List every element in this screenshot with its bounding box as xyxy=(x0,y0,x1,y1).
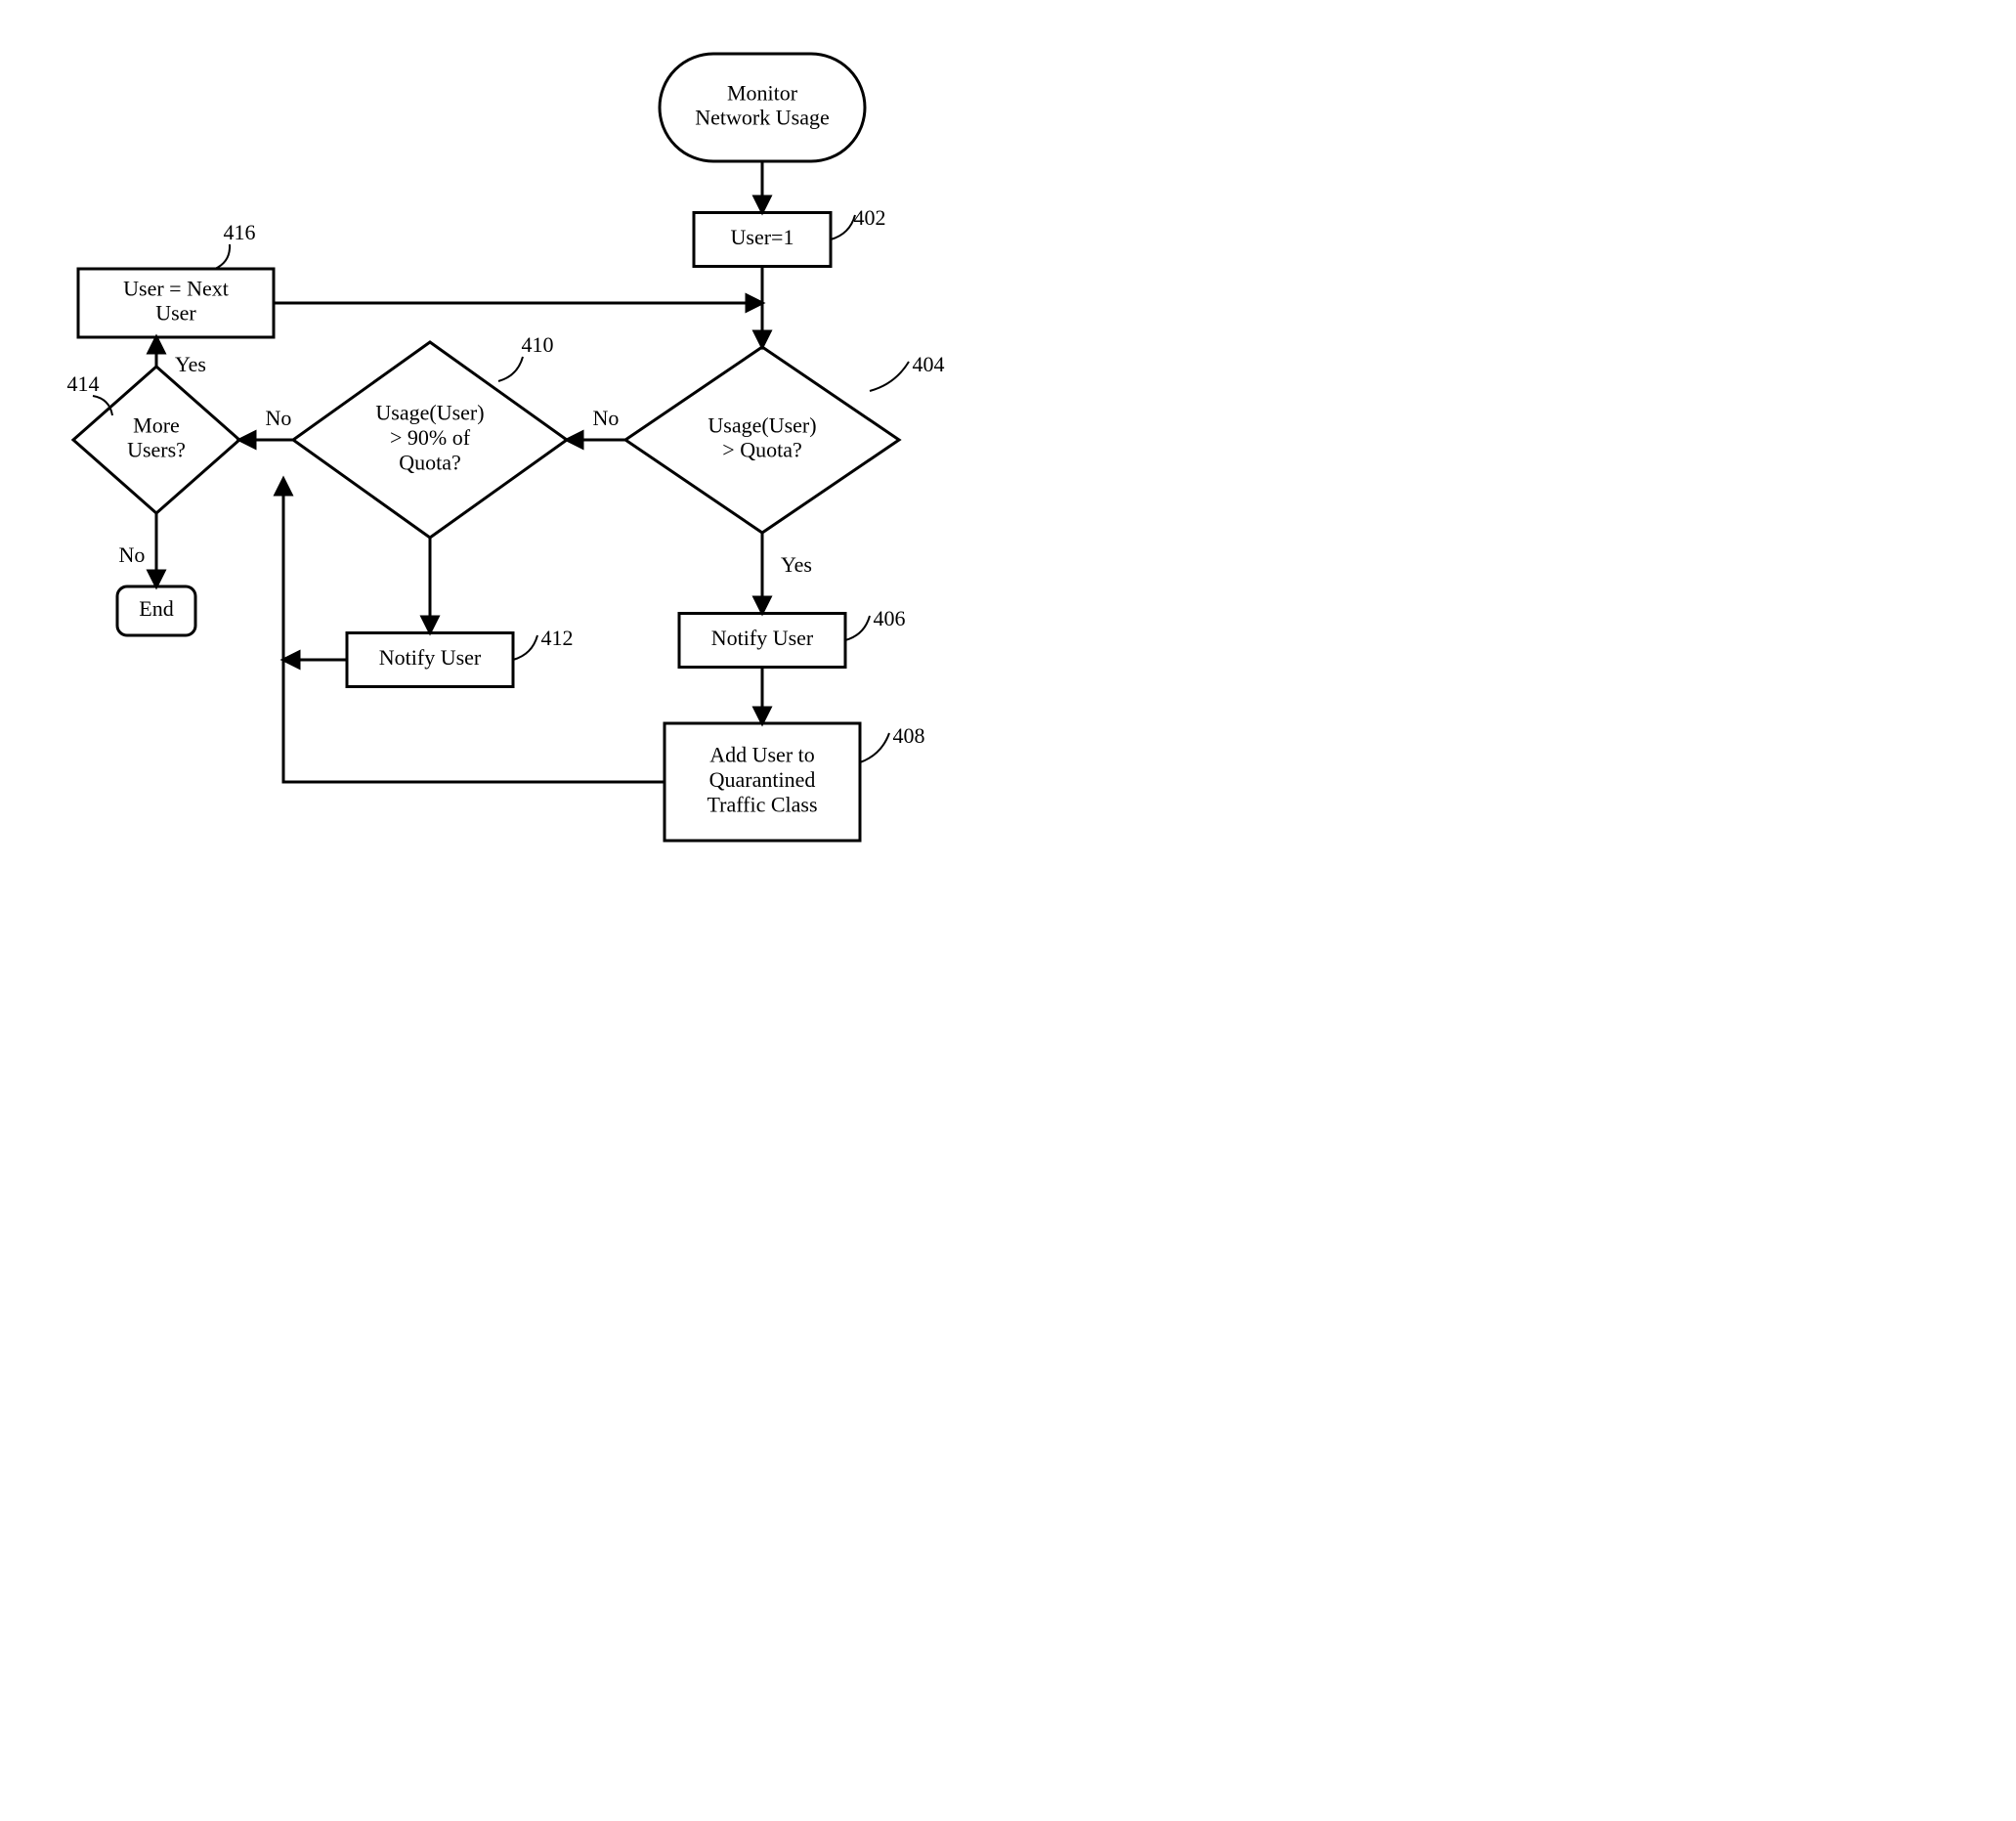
ref-leader-416 xyxy=(215,244,230,269)
node-n408-text-1: Quarantined xyxy=(709,767,816,792)
edge-2-label: Yes xyxy=(781,552,812,577)
node-start-text-1: Network Usage xyxy=(695,106,829,130)
edge-6-label: No xyxy=(266,406,292,430)
node-n404-text-1: > Quota? xyxy=(722,438,801,462)
ref-leader-410 xyxy=(498,357,523,381)
node-n414-text-0: More xyxy=(133,412,180,437)
node-n402-text-0: User=1 xyxy=(731,225,794,249)
node-n408-text-0: Add User to xyxy=(709,743,815,767)
ref-label-404: 404 xyxy=(913,352,945,376)
ref-label-410: 410 xyxy=(522,332,554,357)
ref-leader-404 xyxy=(870,362,909,391)
ref-leader-402 xyxy=(831,215,855,239)
node-n410-text-1: > 90% of xyxy=(390,425,471,450)
node-n406-text-0: Notify User xyxy=(711,626,814,650)
ref-label-414: 414 xyxy=(67,371,100,396)
node-n408-text-2: Traffic Class xyxy=(707,792,817,816)
ref-label-406: 406 xyxy=(874,606,906,630)
node-end-text-0: End xyxy=(139,596,173,621)
ref-leader-408 xyxy=(860,733,889,762)
node-start-text-0: Monitor xyxy=(727,80,798,105)
ref-label-412: 412 xyxy=(541,626,574,650)
edge-10 xyxy=(283,479,665,782)
edge-8-label: Yes xyxy=(175,352,206,376)
node-n416-text-0: User = Next xyxy=(123,276,229,300)
ref-label-402: 402 xyxy=(854,205,886,230)
ref-label-408: 408 xyxy=(893,723,925,748)
ref-leader-406 xyxy=(845,616,870,640)
node-n414-text-1: Users? xyxy=(127,438,186,462)
node-n412-text-0: Notify User xyxy=(379,645,482,670)
node-n404-text-0: Usage(User) xyxy=(708,412,816,437)
node-n410-text-0: Usage(User) xyxy=(375,401,484,425)
ref-label-416: 416 xyxy=(224,220,256,244)
flowchart-diagram: Yes No No No Yes MonitorNetwork Usage User=1 Us… xyxy=(20,20,1026,929)
node-n410-text-2: Quota? xyxy=(399,450,461,474)
edge-4-label: No xyxy=(593,406,620,430)
ref-leader-412 xyxy=(513,635,537,660)
edge-7-label: No xyxy=(119,542,146,567)
node-n416-text-1: User xyxy=(155,301,196,325)
